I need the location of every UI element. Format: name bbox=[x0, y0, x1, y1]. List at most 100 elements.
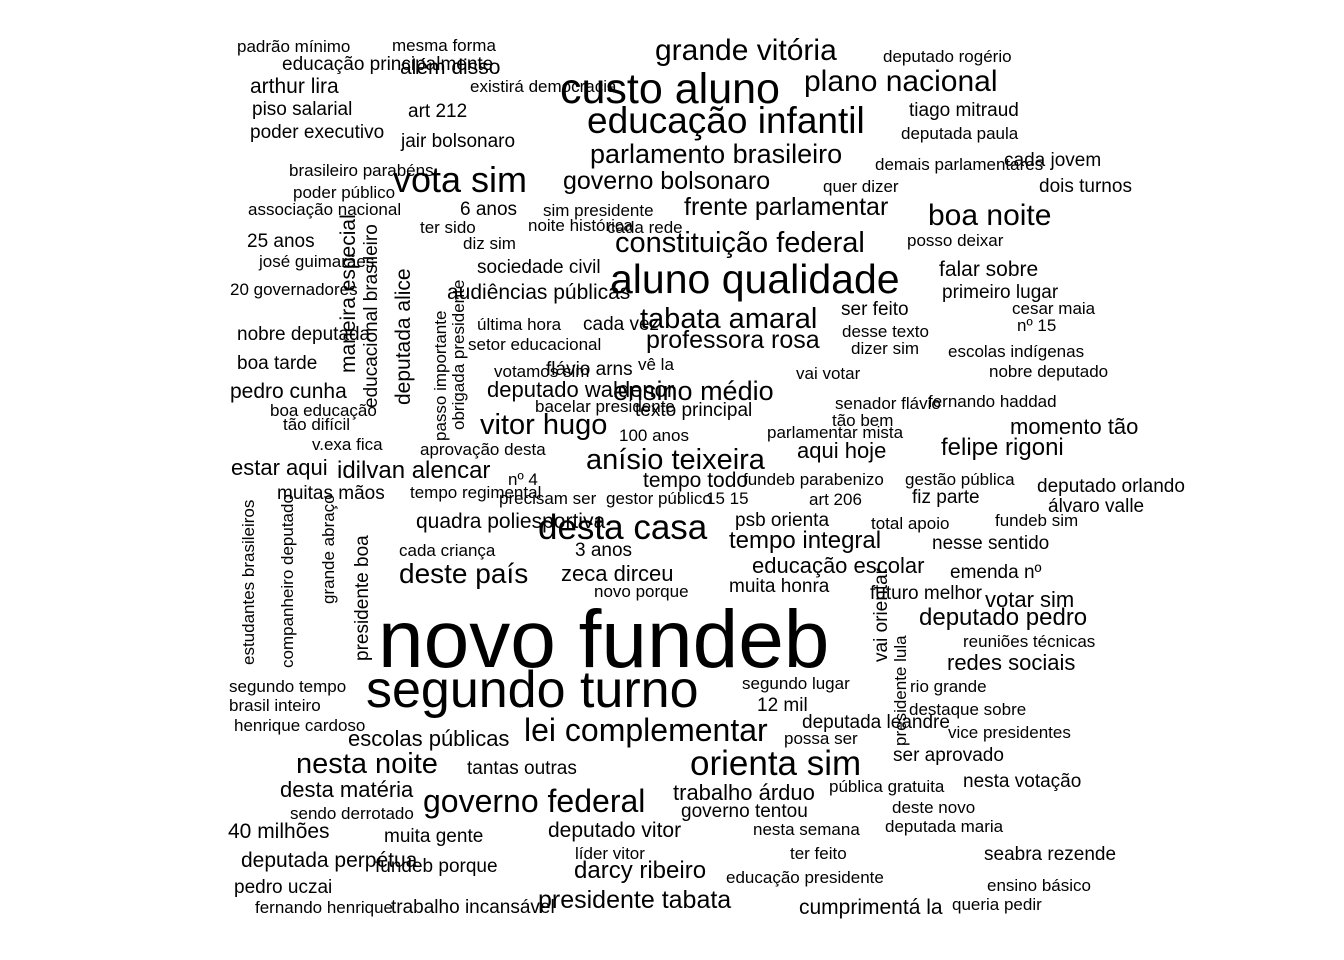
word-vitor-hugo: vitor hugo bbox=[480, 409, 608, 441]
word-fundeb-sim: art 206 bbox=[809, 490, 862, 509]
word-educacao-presidente: tantas outras bbox=[467, 758, 577, 779]
word-pedro-uczai: pública gratuita bbox=[829, 777, 945, 796]
word-obrigada-presidente: fundeb porque bbox=[375, 856, 498, 877]
word-dois-turnos: poder público bbox=[293, 183, 396, 202]
word-texto-principal: audiências públicas bbox=[447, 281, 631, 304]
word-quer-dizer: cada jovem bbox=[1004, 150, 1102, 171]
word-deputada-paula: poder executivo bbox=[250, 122, 385, 143]
word-reunioes-tecnicas: cada criança bbox=[399, 541, 496, 560]
word-precisam-ser: gestão pública bbox=[905, 470, 1015, 489]
word-senador-flavio: nobre deputado bbox=[989, 362, 1109, 381]
word-governo-tentou: brasil inteiro bbox=[229, 696, 321, 715]
word-primeiro-lugar: sociedade civil bbox=[477, 257, 601, 278]
word-ensino-medio: ensino médio bbox=[613, 376, 774, 406]
word-desse-texto: última hora bbox=[477, 315, 562, 334]
word-deputada-maria: destaque sobre bbox=[909, 700, 1027, 719]
word-muita-gente: henrique cardoso bbox=[234, 716, 366, 735]
word-audiencias-publicas: arthur lira bbox=[250, 75, 339, 98]
word-deputado-orlando: aprovação desta bbox=[420, 440, 546, 459]
word-setor-educacional: desse texto bbox=[842, 322, 929, 341]
word-grande-abraco: ensino básico bbox=[987, 876, 1091, 895]
word-noite-historica: sim presidente bbox=[543, 201, 654, 220]
word-total-apoio: 15 15 bbox=[706, 489, 749, 508]
word-sociedade-civil: além disso bbox=[400, 56, 501, 79]
word-n-4: parlamentar mista bbox=[767, 423, 904, 442]
word-brasil-inteiro: novo porque bbox=[594, 582, 689, 601]
word-cumprimenta-la: falar sobre bbox=[939, 258, 1039, 281]
word-6-anos: dois turnos bbox=[1039, 176, 1132, 197]
word-aqui-hoje: estar aqui bbox=[231, 455, 328, 480]
word-novo-fundeb: novo fundeb bbox=[378, 594, 830, 685]
word-segundo-tempo: 3 anos bbox=[575, 540, 633, 561]
word-redes-sociais: redes sociais bbox=[947, 650, 1076, 675]
word-associacao-nacional: quer dizer bbox=[823, 177, 899, 196]
word-nobre-deputada: ser feito bbox=[841, 299, 909, 320]
word-segundo-turno: segundo turno bbox=[366, 661, 699, 719]
word-mesma-forma: muitas mãos bbox=[277, 483, 385, 504]
word-trabalho-arduo: zeca dirceu bbox=[561, 561, 674, 586]
word-n-15: cada vez bbox=[583, 314, 660, 335]
word-fundeb-parabenizo: tão bem bbox=[832, 411, 894, 430]
word-deputado-vitor: cumprimentá la bbox=[799, 896, 943, 919]
word-alvaro-valle: precisam ser bbox=[499, 489, 597, 508]
word-companheiro-deputado: pedro uczai bbox=[234, 877, 333, 898]
word-parlamentar-mista: fernando haddad bbox=[928, 392, 1057, 411]
word-governo-bolsonaro: governo bolsonaro bbox=[563, 167, 771, 195]
word-art-212: existirá democracia bbox=[470, 77, 617, 96]
word-frente-parlamentar: frente parlamentar bbox=[684, 193, 889, 221]
word-dizer-sim: nº 15 bbox=[1017, 316, 1057, 335]
word-emenda-n: quadra poliesportiva bbox=[416, 510, 606, 533]
word-ser-feito: josé guimarães bbox=[259, 252, 375, 271]
word-nesta-votacao: ser aprovado bbox=[893, 745, 1004, 766]
word-psb-orienta: gestor público bbox=[606, 489, 712, 508]
word-muitas-maos: nesta votação bbox=[963, 771, 1082, 792]
word-tempo-integral: tempo integral bbox=[729, 527, 882, 554]
word-falar-sobre: votar sim bbox=[985, 587, 1075, 612]
word-fiz-parte: tempo regimental bbox=[410, 483, 542, 502]
word-desta-materia: trabalho árduo bbox=[673, 780, 815, 805]
word-20-governadores: posso deixar bbox=[907, 231, 1004, 250]
word-lider-vitor: deputada leandre bbox=[802, 712, 950, 733]
word-passo-importante: ter feito bbox=[790, 844, 847, 863]
word-tao-bem: bacelar presidente bbox=[535, 397, 675, 416]
word-arthur-lira: pedro cunha bbox=[230, 380, 347, 403]
word-plano-nacional: plano nacional bbox=[804, 65, 998, 98]
word-cada-crianca: fiz parte bbox=[912, 487, 980, 508]
word-educacao-escolar: educação escolar bbox=[752, 553, 925, 578]
word-deputado-waldenor: deputada alice bbox=[392, 268, 415, 405]
word-ter-sido: 6 anos bbox=[460, 199, 518, 220]
word-henrique-cardoso: estudantes brasileiros bbox=[239, 499, 258, 665]
word-aprovacao-desta: tão difícil bbox=[283, 415, 351, 434]
word-destaque-sobre: reuniões técnicas bbox=[963, 632, 1096, 651]
word-futuro-melhor: emenda nº bbox=[950, 562, 1042, 583]
word-poder-executivo: art 212 bbox=[408, 101, 468, 122]
word-bacelar-presidente: vai votar bbox=[796, 364, 861, 383]
word-cada-jovem: brasileiro parabéns bbox=[289, 161, 434, 180]
word-possa-ser: grande abraço bbox=[319, 494, 338, 604]
word-deste-novo: 12 mil bbox=[757, 695, 808, 716]
word-queria-pedir: nesta semana bbox=[753, 820, 860, 839]
word-alem-disso: maneira especial bbox=[337, 214, 360, 373]
word-15-15: tempo todo bbox=[643, 469, 749, 492]
word-ser-aprovado: seabra rezende bbox=[984, 844, 1117, 865]
word-deste-pais: deste país bbox=[399, 558, 529, 589]
word-fundeb-porque: vice presidentes bbox=[948, 723, 1071, 742]
word-padrao-minimo: 40 milhões bbox=[228, 820, 330, 843]
word-grande-vitoria: grande vitória bbox=[655, 34, 837, 67]
word-ensino-basico: sendo derrotado bbox=[290, 804, 414, 823]
word-escolas-indigenas: setor educacional bbox=[468, 335, 602, 354]
word-governo-federal: governo federal bbox=[423, 783, 646, 819]
word-presidente-boa: fernando henrique bbox=[255, 898, 394, 917]
word-estar-aqui: desta matéria bbox=[280, 777, 414, 802]
word-educacao-infantil: educação infantil bbox=[587, 100, 865, 141]
word-ter-feito: possa ser bbox=[784, 729, 858, 748]
word-cada-rede: ter sido bbox=[420, 218, 476, 237]
word-escolas-publicas: escolas públicas bbox=[348, 726, 510, 751]
word-ultima-hora: cesar maia bbox=[1012, 299, 1096, 318]
word-votamos-sim: escolas indígenas bbox=[948, 342, 1085, 361]
word-presidente-tabata: presidente tabata bbox=[538, 886, 732, 914]
word-rio-grande: muita honra bbox=[729, 576, 830, 597]
word-flavio-arns: boa tarde bbox=[237, 353, 318, 374]
word-tempo-regimental: fundeb parabenizo bbox=[743, 470, 884, 489]
